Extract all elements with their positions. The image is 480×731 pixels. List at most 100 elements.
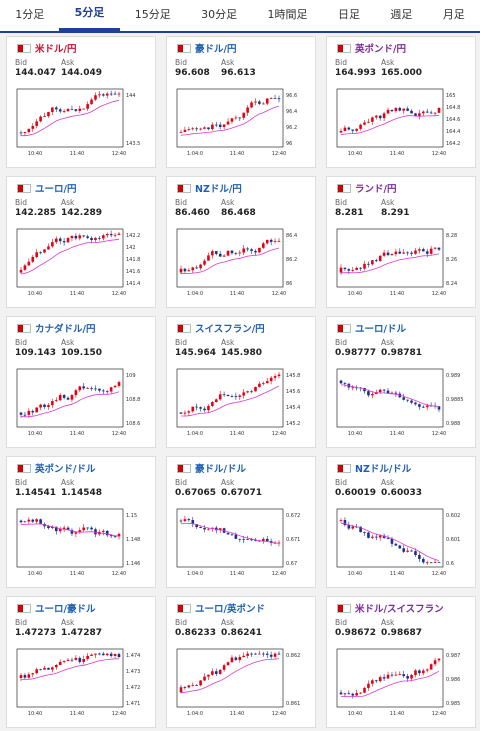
rate-card[interactable]: ユーロ/円 Bid Ask 142.285 142.289 142.2 142 141.8 14… <box>6 176 156 308</box>
pair-title[interactable]: 豪ドル/ドル <box>195 464 246 475</box>
tab-6[interactable]: 週足 <box>390 8 413 21</box>
candle-body <box>367 263 370 265</box>
candle-body <box>351 269 355 271</box>
candle-body <box>374 680 378 682</box>
candle-body <box>406 252 409 254</box>
candle-body <box>238 538 242 540</box>
tab-1[interactable]: 5分足 <box>59 0 120 31</box>
candle-body <box>265 653 269 655</box>
candle-body <box>374 115 378 118</box>
x-tick-label: 12:40 <box>272 711 286 717</box>
candle-body <box>378 115 382 119</box>
pair-title[interactable]: 米ドル/スイスフラン <box>355 604 444 615</box>
rate-card[interactable]: NZドル/ドル Bid Ask 0.60019 0.60033 0.602 0.601 0.6… <box>326 456 476 588</box>
tab-2[interactable]: 15分足 <box>134 8 171 21</box>
candle-body <box>27 128 31 133</box>
card-header: 英ポンド/円 <box>337 41 406 55</box>
candle-body <box>117 533 121 537</box>
pair-title[interactable]: スイスフラン/円 <box>195 324 265 335</box>
x-tick-label: 12:40 <box>432 431 446 437</box>
candlestick-chart: 145.8 145.6 145.4 145.2 1:04:0 11:40 12:40 <box>176 368 300 437</box>
candle-body <box>51 242 54 247</box>
candle-body <box>82 659 86 662</box>
x-tick-label: 12:40 <box>432 291 446 297</box>
pair-title[interactable]: ユーロ/ドル <box>355 324 406 335</box>
candle-body <box>418 249 421 251</box>
bid-label: Bid <box>175 338 187 347</box>
candle-body <box>179 520 183 522</box>
rate-card[interactable]: NZドル/円 Bid Ask 86.460 86.468 86.4 86.2 86 1:04:0… <box>166 176 316 308</box>
y-tick-label: 1.148 <box>126 537 140 543</box>
x-tick-label: 10:40 <box>348 151 362 157</box>
candle-body <box>359 692 362 694</box>
rate-card[interactable]: 豪ドル/円 Bid Ask 96.608 96.613 96.6 96.4 96.2 96 1:0… <box>166 36 316 168</box>
candle-body <box>254 653 257 655</box>
candle-body <box>273 241 277 243</box>
candle-body <box>35 121 38 126</box>
candle-body <box>31 519 35 522</box>
pair-title[interactable]: ユーロ/英ポンド <box>195 604 265 615</box>
moving-average-line <box>180 247 280 274</box>
tab-7[interactable]: 月足 <box>442 8 465 21</box>
tab-4[interactable]: 1時間足 <box>267 8 308 21</box>
candle-body <box>62 527 66 529</box>
candle-body <box>214 399 218 403</box>
x-tick-label: 12:40 <box>112 431 126 437</box>
candle-body <box>429 664 433 670</box>
ask-value: 1.14548 <box>61 488 102 498</box>
tab-5[interactable]: 日足 <box>337 8 360 21</box>
rate-card[interactable]: 米ドル/スイスフラン Bid Ask 0.98672 0.98687 0.987 0.986… <box>326 596 476 728</box>
rate-card[interactable]: スイスフラン/円 Bid Ask 145.964 145.980 145.8 145.6 14… <box>166 316 316 448</box>
tab-3[interactable]: 30分足 <box>201 8 238 21</box>
y-tick-label: 143.5 <box>126 141 140 147</box>
rate-card[interactable]: ユーロ/英ポンド Bid Ask 0.86233 0.86241 0.862 0.861 1:… <box>166 596 316 728</box>
candle-body <box>191 520 195 525</box>
pair-title[interactable]: 英ポンド/ドル <box>35 464 96 475</box>
rate-card[interactable]: ユーロ/ドル Bid Ask 0.98777 0.98781 0.989 0.9885 0.9… <box>326 316 476 448</box>
rate-card[interactable]: ランド/円 Bid Ask 8.281 8.291 8.28 8.26 8.24 10:40 11… <box>326 176 476 308</box>
x-tick-label: 11:40 <box>230 431 244 437</box>
candle-body <box>183 412 187 414</box>
candle-body <box>47 246 50 250</box>
pair-title[interactable]: 豪ドル/円 <box>195 44 237 55</box>
candle-body <box>398 251 402 254</box>
candle-body <box>43 404 46 408</box>
candle-body <box>54 664 58 668</box>
pair-title[interactable]: ユーロ/豪ドル <box>35 604 96 615</box>
rate-card[interactable]: カナダドル/円 Bid Ask 109.143 109.150 109 108.8 108.6… <box>6 316 156 448</box>
rate-card[interactable]: 豪ドル/ドル Bid Ask 0.67065 0.67071 0.672 0.671 0.67… <box>166 456 316 588</box>
rate-card[interactable]: 米ドル/円 Bid Ask 144.047 144.049 144 143.5 10:40 11… <box>6 36 156 168</box>
pair-title[interactable]: NZドル/ドル <box>355 464 412 475</box>
pair-title[interactable]: 米ドル/円 <box>35 44 77 55</box>
pair-title[interactable]: カナダドル/円 <box>35 324 96 335</box>
pair-title[interactable]: ランド/円 <box>355 184 397 195</box>
rate-card[interactable]: ユーロ/豪ドル Bid Ask 1.47273 1.47287 1.474 1.473 1.4… <box>6 596 156 728</box>
candle-body <box>19 269 23 273</box>
card-header: 米ドル/スイスフラン <box>337 601 444 615</box>
plot-frame <box>336 88 444 148</box>
x-tick-label: 11:40 <box>230 711 244 717</box>
candlestick-chart: 1.15 1.148 1.146 10:40 11:40 12:40 <box>16 508 140 577</box>
pair-title[interactable]: 英ポンド/円 <box>355 44 406 55</box>
y-tick-label: 145.4 <box>286 405 300 411</box>
bid-value: 145.964 <box>175 348 216 358</box>
tab-0[interactable]: 1分足 <box>15 8 45 21</box>
candle-body <box>230 250 234 254</box>
candle-body <box>269 654 273 657</box>
pair-title[interactable]: NZドル/円 <box>195 184 242 195</box>
candle-body <box>86 655 89 660</box>
rate-card[interactable]: 英ポンド/ドル Bid Ask 1.14541 1.14548 1.15 1.148 1.14… <box>6 456 156 588</box>
candle-body <box>31 256 35 262</box>
candle-body <box>246 107 249 113</box>
candle-body <box>94 529 97 535</box>
x-tick-label: 12:40 <box>432 151 446 157</box>
candle-body <box>246 391 249 393</box>
y-tick-label: 0.988 <box>446 421 460 427</box>
candle-body <box>195 128 198 130</box>
pair-title[interactable]: ユーロ/円 <box>35 184 77 195</box>
candle-body <box>363 687 366 693</box>
rate-card[interactable]: 英ポンド/円 Bid Ask 164.993 165.000 165 164.8 164.6 1… <box>326 36 476 168</box>
candle-body <box>359 526 362 533</box>
x-tick-label: 1:04:0 <box>187 711 203 717</box>
flag-icon <box>17 463 31 473</box>
